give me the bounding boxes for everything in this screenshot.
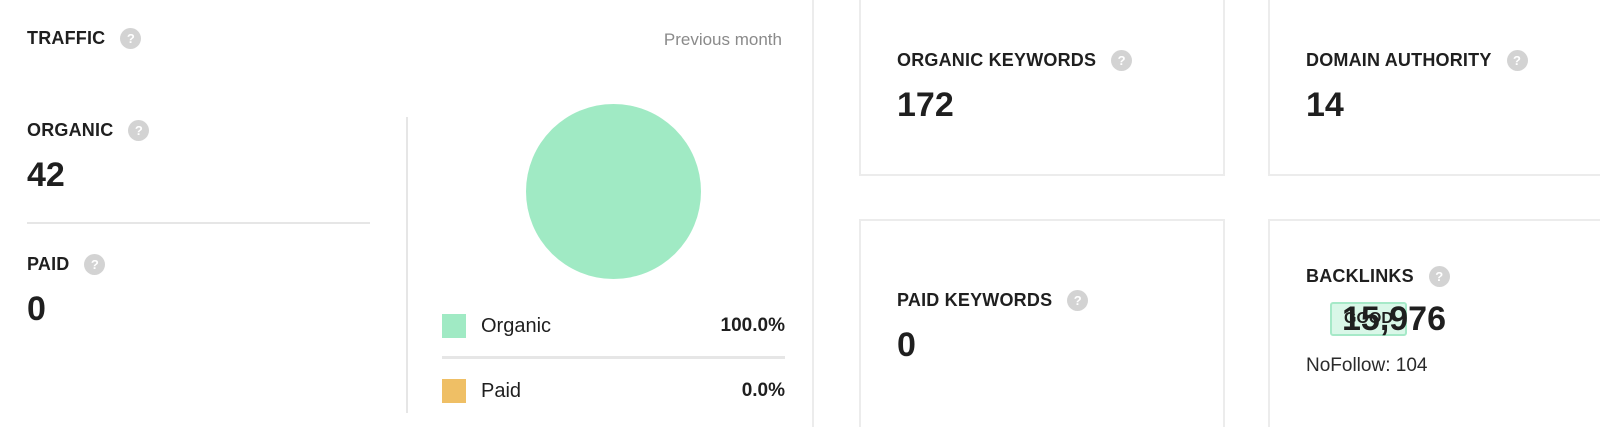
paid-value: 0: [27, 290, 46, 328]
nofollow-count: NoFollow: 104: [1306, 355, 1428, 376]
backlinks-label: BACKLINKS ?: [1306, 266, 1450, 287]
legend-item-organic: Organic 100.0%: [442, 306, 785, 346]
backlinks-value-row: 15,976 GOOD: [1306, 302, 1446, 336]
backlinks-label-text: BACKLINKS: [1306, 266, 1414, 286]
pie-legend: Organic 100.0% Paid 0.0%: [442, 306, 785, 411]
status-badge: GOOD: [1330, 302, 1407, 336]
traffic-title-text: TRAFFIC: [27, 28, 106, 48]
period-label: Previous month: [663, 30, 782, 49]
traffic-title: TRAFFIC ?: [27, 28, 142, 49]
paid-keywords-value: 0: [897, 326, 916, 364]
traffic-panel: TRAFFIC ? Previous month ORGANIC ? 42 PA…: [27, 0, 814, 427]
organic-keywords-card: ORGANIC KEYWORDS ? 172: [859, 0, 1225, 176]
paid-label-text: PAID: [27, 254, 70, 274]
organic-keywords-label-text: ORGANIC KEYWORDS: [897, 50, 1097, 70]
backlinks-card: BACKLINKS ? 15,976 GOOD NoFollow: 104: [1268, 219, 1600, 427]
domain-authority-value: 14: [1306, 86, 1344, 124]
legend-percent: 0.0%: [741, 380, 785, 401]
help-icon[interactable]: ?: [1067, 290, 1089, 311]
legend-swatch-paid: [442, 379, 466, 403]
vertical-divider: [406, 117, 408, 413]
legend-name: Paid: [481, 379, 522, 402]
traffic-pie-chart: [526, 104, 701, 279]
legend-percent: 100.0%: [720, 315, 785, 336]
paid-keywords-label-text: PAID KEYWORDS: [897, 290, 1053, 310]
help-icon[interactable]: ?: [84, 254, 106, 275]
organic-label: ORGANIC ?: [27, 120, 150, 141]
divider: [27, 222, 370, 224]
legend-name: Organic: [481, 314, 552, 337]
help-icon[interactable]: ?: [1428, 266, 1450, 287]
legend-item-paid: Paid 0.0%: [442, 371, 785, 411]
organic-keywords-label: ORGANIC KEYWORDS ?: [897, 50, 1133, 71]
domain-authority-label-text: DOMAIN AUTHORITY: [1306, 50, 1492, 70]
organic-value: 42: [27, 156, 65, 194]
domain-authority-card: DOMAIN AUTHORITY ? 14: [1268, 0, 1600, 176]
backlinks-value: 15,976: [1342, 300, 1446, 338]
help-icon[interactable]: ?: [128, 120, 150, 141]
domain-authority-label: DOMAIN AUTHORITY ?: [1306, 50, 1528, 71]
legend-swatch-organic: [442, 314, 466, 338]
help-icon[interactable]: ?: [1111, 50, 1133, 71]
help-icon[interactable]: ?: [1506, 50, 1528, 71]
paid-keywords-label: PAID KEYWORDS ?: [897, 290, 1089, 311]
divider: [442, 356, 785, 359]
organic-label-text: ORGANIC: [27, 120, 114, 140]
organic-keywords-value: 172: [897, 86, 954, 124]
paid-keywords-card: PAID KEYWORDS ? 0: [859, 219, 1225, 427]
paid-label: PAID ?: [27, 254, 106, 275]
help-icon[interactable]: ?: [120, 28, 142, 49]
